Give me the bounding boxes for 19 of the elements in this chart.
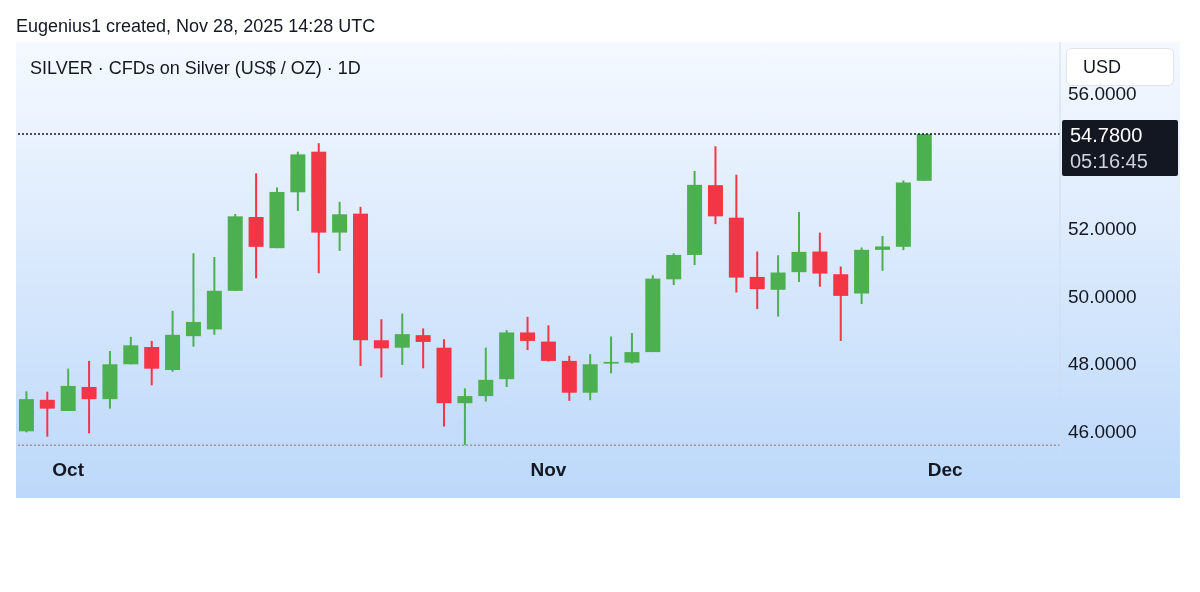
candlestick <box>520 315 536 352</box>
y-tick-label: 48.0000 <box>1068 353 1137 375</box>
x-tick-label: Dec <box>927 459 964 481</box>
candlestick <box>624 332 640 365</box>
y-tick-label: 52.0000 <box>1068 217 1137 239</box>
text: SILVER · CFDs on Silver (US$ / OZ) · 1D <box>30 58 361 79</box>
ref-line-label: 54.7800 <box>1070 124 1143 147</box>
candlestick <box>332 200 348 252</box>
candlestick <box>875 234 890 272</box>
text: Eugenius1 created, Nov 28, 2025 14:28 UTC <box>16 16 376 37</box>
x-tick-label: Oct <box>52 459 85 481</box>
x-tick-label: Nov <box>530 459 567 481</box>
candlestick <box>394 312 410 366</box>
y-tick-label: 50.0000 <box>1068 285 1137 307</box>
text: 05:16:45 <box>1070 150 1148 173</box>
y-tick-label: 46.0000 <box>1068 421 1137 443</box>
y-tick-label: 56.0000 <box>1068 82 1137 104</box>
text: USD <box>1083 57 1122 77</box>
candlestick <box>603 335 619 375</box>
